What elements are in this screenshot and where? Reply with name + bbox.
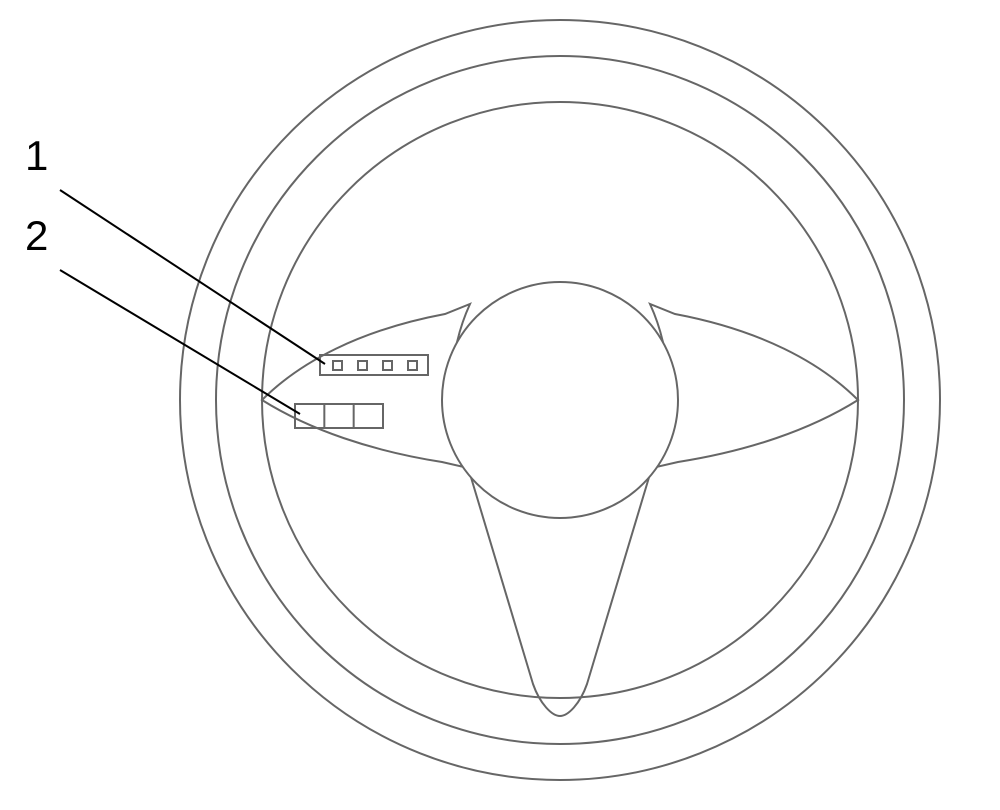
spoke-left: [262, 304, 470, 468]
callout-1-label: 1: [25, 132, 48, 179]
hub: [442, 282, 678, 518]
callout-1-leader: [60, 190, 325, 364]
callout-2-label: 2: [25, 212, 48, 259]
steering-wheel-diagram: 12: [0, 0, 1000, 810]
panel-1-hole-3: [408, 361, 417, 370]
panel-1: [320, 355, 428, 375]
panel-1-hole-0: [333, 361, 342, 370]
panel-1-hole-2: [383, 361, 392, 370]
panel-1-hole-1: [358, 361, 367, 370]
spoke-right: [650, 304, 858, 468]
